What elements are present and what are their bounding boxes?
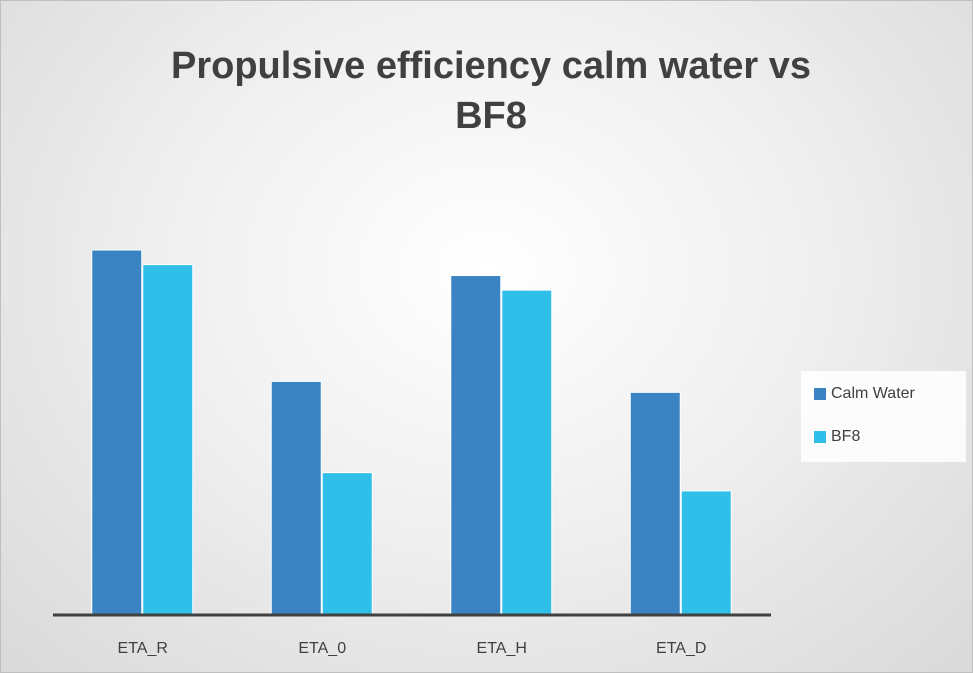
legend-swatch <box>814 388 826 400</box>
bar <box>501 289 553 616</box>
x-tick-label: ETA_H <box>477 640 527 657</box>
legend-label: Calm Water <box>831 385 916 402</box>
legend-label: BF8 <box>831 428 860 445</box>
bar <box>680 490 732 616</box>
legend-swatch <box>814 431 826 443</box>
x-tick-label: ETA_R <box>118 640 168 657</box>
x-tick-label: ETA_0 <box>298 640 346 657</box>
bar <box>270 380 322 616</box>
bar <box>91 249 143 616</box>
bar <box>450 275 502 616</box>
bar <box>321 472 373 616</box>
chart-title: Propulsive efficiency calm water vs BF8 <box>171 45 811 137</box>
bar <box>629 391 681 616</box>
legend-box <box>801 371 966 462</box>
x-tick-label: ETA_D <box>656 640 706 657</box>
bar <box>142 264 194 616</box>
